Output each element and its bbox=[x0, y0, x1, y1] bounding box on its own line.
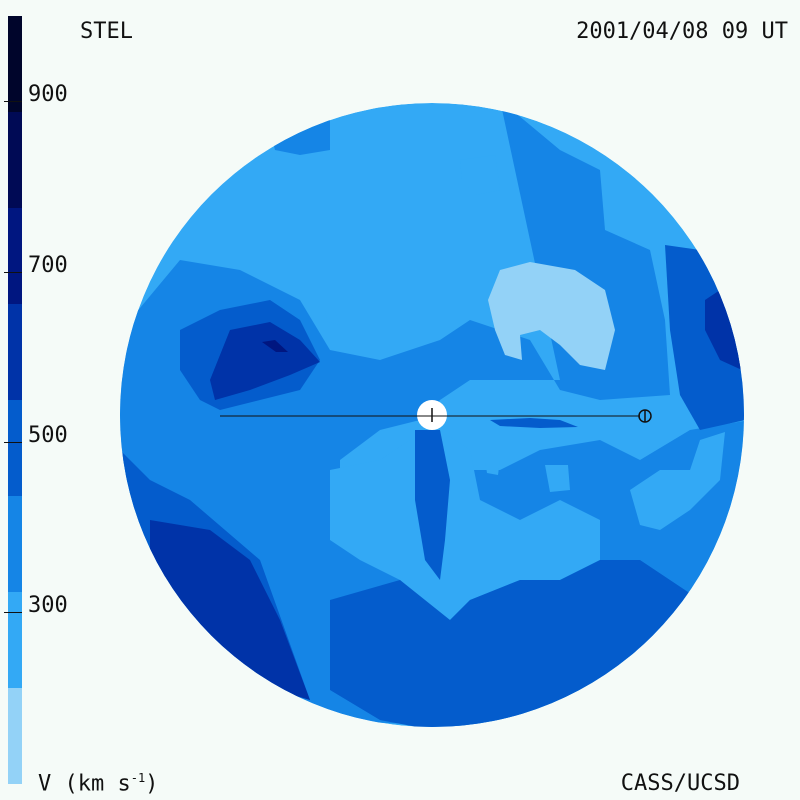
region-high-lat-light bbox=[488, 262, 615, 370]
region-center-streamer bbox=[490, 418, 578, 428]
region-bottom-dark bbox=[330, 560, 700, 727]
region-small-light-patch bbox=[545, 465, 570, 492]
colorbar-tick-mark bbox=[4, 272, 22, 273]
observatory-label: STEL bbox=[80, 19, 133, 44]
region-right-edge-darker bbox=[705, 290, 742, 370]
colorbar-tick-300: 300 bbox=[28, 593, 68, 618]
colorbar-segment bbox=[8, 208, 22, 304]
region-top-right-light bbox=[460, 155, 500, 195]
units-label: V (km s-1) bbox=[38, 770, 159, 796]
region-upper-left-darker bbox=[210, 322, 320, 400]
colorbar-tick-900: 900 bbox=[28, 82, 68, 107]
region-center-lower-light bbox=[330, 430, 600, 620]
colorbar-segment bbox=[8, 688, 22, 784]
region-right-lower-light bbox=[630, 432, 725, 530]
credit-label: CASS/UCSD bbox=[620, 771, 740, 796]
colorbar-segment bbox=[8, 592, 22, 688]
region-upper-left-darkest bbox=[262, 340, 288, 352]
colorbar-tick-mark bbox=[4, 442, 22, 443]
colorbar-tick-500: 500 bbox=[28, 423, 68, 448]
colorbar-tick-700: 700 bbox=[28, 253, 68, 278]
colorbar-segment bbox=[8, 16, 22, 112]
region-small-light-left bbox=[325, 310, 340, 325]
colorbar-segment bbox=[8, 400, 22, 496]
colorbar-segment bbox=[8, 304, 22, 400]
region-small-light-patch-2 bbox=[485, 460, 500, 475]
region-center-vertical-dark bbox=[415, 430, 450, 580]
colorbar-tick-mark bbox=[4, 101, 22, 102]
colorbar-segment bbox=[8, 496, 22, 592]
colorbar-segment bbox=[8, 112, 22, 208]
datetime-label: 2001/04/08 09 UT bbox=[576, 19, 788, 44]
colorbar-tick-mark bbox=[4, 612, 22, 613]
region-lower-left-darker bbox=[150, 520, 310, 700]
velocity-colorbar bbox=[8, 16, 22, 784]
region-top-left-medium bbox=[270, 120, 330, 155]
